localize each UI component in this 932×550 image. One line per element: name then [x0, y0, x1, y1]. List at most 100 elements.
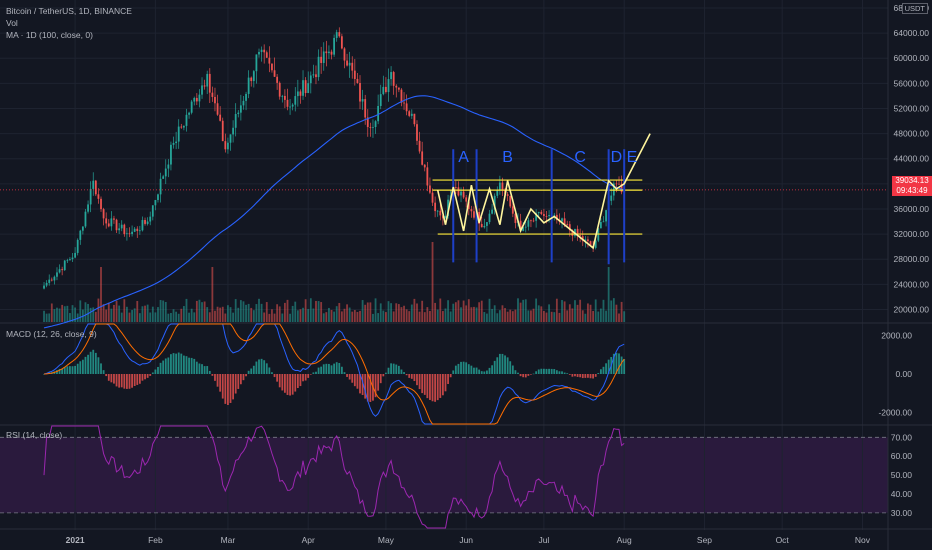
candle-body: [195, 97, 198, 102]
volume-bar: [304, 299, 307, 322]
price-axis-label: 48000.00: [894, 129, 930, 139]
volume-bar: [346, 304, 348, 322]
macd-histogram-bar: [177, 352, 180, 374]
volume-bar: [353, 310, 356, 322]
volume-bar: [587, 303, 589, 322]
volume-bar: [149, 312, 152, 322]
volume-bar: [271, 309, 273, 322]
volume-bar: [594, 299, 597, 322]
macd-histogram-bar: [400, 369, 403, 374]
volume-bar: [94, 311, 97, 322]
macd-histogram-bar: [418, 374, 421, 390]
volume-bar: [540, 306, 543, 322]
macd-histogram-bar: [221, 374, 224, 399]
volume-bar: [612, 298, 615, 322]
candle-body: [309, 75, 312, 84]
volume-bar: [247, 303, 250, 322]
macd-histogram-bar: [229, 374, 232, 403]
volume-bar: [441, 311, 444, 322]
currency-badge[interactable]: USDT: [901, 3, 928, 14]
macd-histogram-bar: [296, 374, 299, 389]
volume-bar: [465, 305, 468, 322]
macd-histogram-bar: [107, 374, 110, 381]
volume-bar: [286, 299, 289, 322]
macd-histogram-bar: [206, 366, 209, 374]
macd-histogram-bar: [395, 364, 398, 374]
price-axis-label: 32000.00: [894, 229, 930, 239]
macd-histogram-bar: [511, 365, 514, 374]
candle-body: [74, 252, 77, 258]
macd-histogram-bar: [234, 374, 237, 394]
candle-body: [602, 221, 605, 223]
macd-histogram-bar: [431, 374, 434, 402]
macd-histogram-bar: [175, 353, 178, 374]
macd-histogram-bar: [509, 361, 512, 374]
macd-histogram-bar: [105, 374, 108, 377]
macd-histogram-bar: [498, 353, 501, 374]
macd-histogram-bar: [278, 374, 281, 388]
volume-bar: [291, 305, 294, 322]
macd-histogram-bar: [92, 349, 95, 374]
candle-body: [151, 205, 154, 217]
volume-bar: [69, 313, 71, 322]
volume-bar: [543, 311, 545, 322]
macd-histogram-bar: [390, 363, 392, 374]
macd-histogram-bar: [488, 367, 491, 374]
volume-bar: [123, 299, 126, 322]
candle-body: [118, 228, 121, 231]
volume-bar: [545, 312, 548, 322]
candle-body: [214, 96, 216, 104]
macd-histogram-bar: [167, 357, 170, 374]
macd-histogram-bar: [294, 374, 297, 392]
volume-bar: [454, 302, 457, 322]
candle-body: [302, 80, 304, 96]
time-axis-label: Sep: [697, 535, 712, 545]
candle-body: [348, 62, 351, 66]
volume-bar: [509, 309, 512, 322]
volume-bar: [511, 311, 514, 322]
volume-bar: [589, 304, 592, 322]
bar-countdown: 09:43:49: [896, 186, 928, 195]
candle-body: [123, 224, 126, 235]
candle-body: [418, 140, 421, 152]
volume-bar: [359, 310, 361, 322]
volume-bar: [92, 307, 95, 322]
candle-body: [537, 211, 540, 214]
candle-body: [478, 212, 481, 224]
volume-bar: [128, 312, 131, 322]
candle-body: [237, 112, 240, 115]
volume-bar: [237, 307, 240, 322]
candle-body: [584, 239, 587, 241]
candle-body: [286, 99, 289, 107]
volume-bar: [623, 311, 626, 322]
volume-bar: [335, 306, 338, 322]
annotation-zigzag: [436, 133, 651, 250]
macd-line: [43, 323, 625, 425]
macd-histogram-bar: [473, 367, 475, 374]
candle-body: [242, 100, 245, 106]
macd-histogram-bar: [247, 370, 250, 374]
candle-body: [395, 85, 398, 88]
time-axis-label: May: [378, 535, 395, 545]
volume-bar: [61, 304, 64, 322]
volume-bar: [527, 310, 530, 322]
macd-histogram-bar: [517, 372, 519, 374]
macd-histogram-bar: [452, 370, 455, 374]
macd-histogram-bar: [364, 374, 367, 399]
candle-body: [113, 218, 115, 220]
macd-histogram-bar: [467, 364, 470, 374]
candle-body: [488, 213, 491, 223]
volume-bar: [537, 305, 540, 322]
volume-bar: [315, 300, 317, 322]
macd-histogram-bar: [56, 370, 58, 374]
time-axis-label: Apr: [302, 535, 315, 545]
macd-histogram-bar: [216, 374, 219, 387]
candle-body: [405, 103, 408, 112]
candle-body: [439, 210, 442, 216]
candle-body: [245, 93, 247, 101]
candle-body: [351, 62, 354, 71]
macd-histogram-bar: [128, 374, 131, 389]
macd-histogram-bar: [195, 361, 198, 374]
candle-body: [576, 228, 579, 236]
